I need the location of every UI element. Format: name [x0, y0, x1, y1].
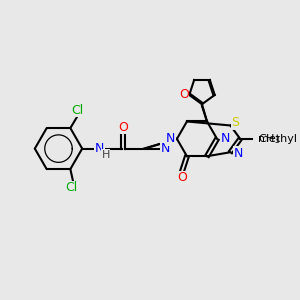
Text: N: N: [160, 142, 170, 155]
Text: N: N: [95, 142, 104, 155]
Text: O: O: [177, 171, 187, 184]
Text: S: S: [231, 116, 239, 129]
Text: methyl: methyl: [258, 134, 297, 144]
Text: CH$_3$: CH$_3$: [258, 132, 281, 146]
Text: N: N: [221, 132, 231, 146]
Text: Cl: Cl: [72, 104, 84, 117]
Text: O: O: [118, 121, 128, 134]
Text: N: N: [165, 132, 175, 146]
Text: N: N: [166, 132, 176, 146]
Text: O: O: [179, 88, 189, 101]
Text: H: H: [101, 150, 110, 160]
Text: Cl: Cl: [65, 181, 77, 194]
Text: N: N: [234, 147, 243, 160]
